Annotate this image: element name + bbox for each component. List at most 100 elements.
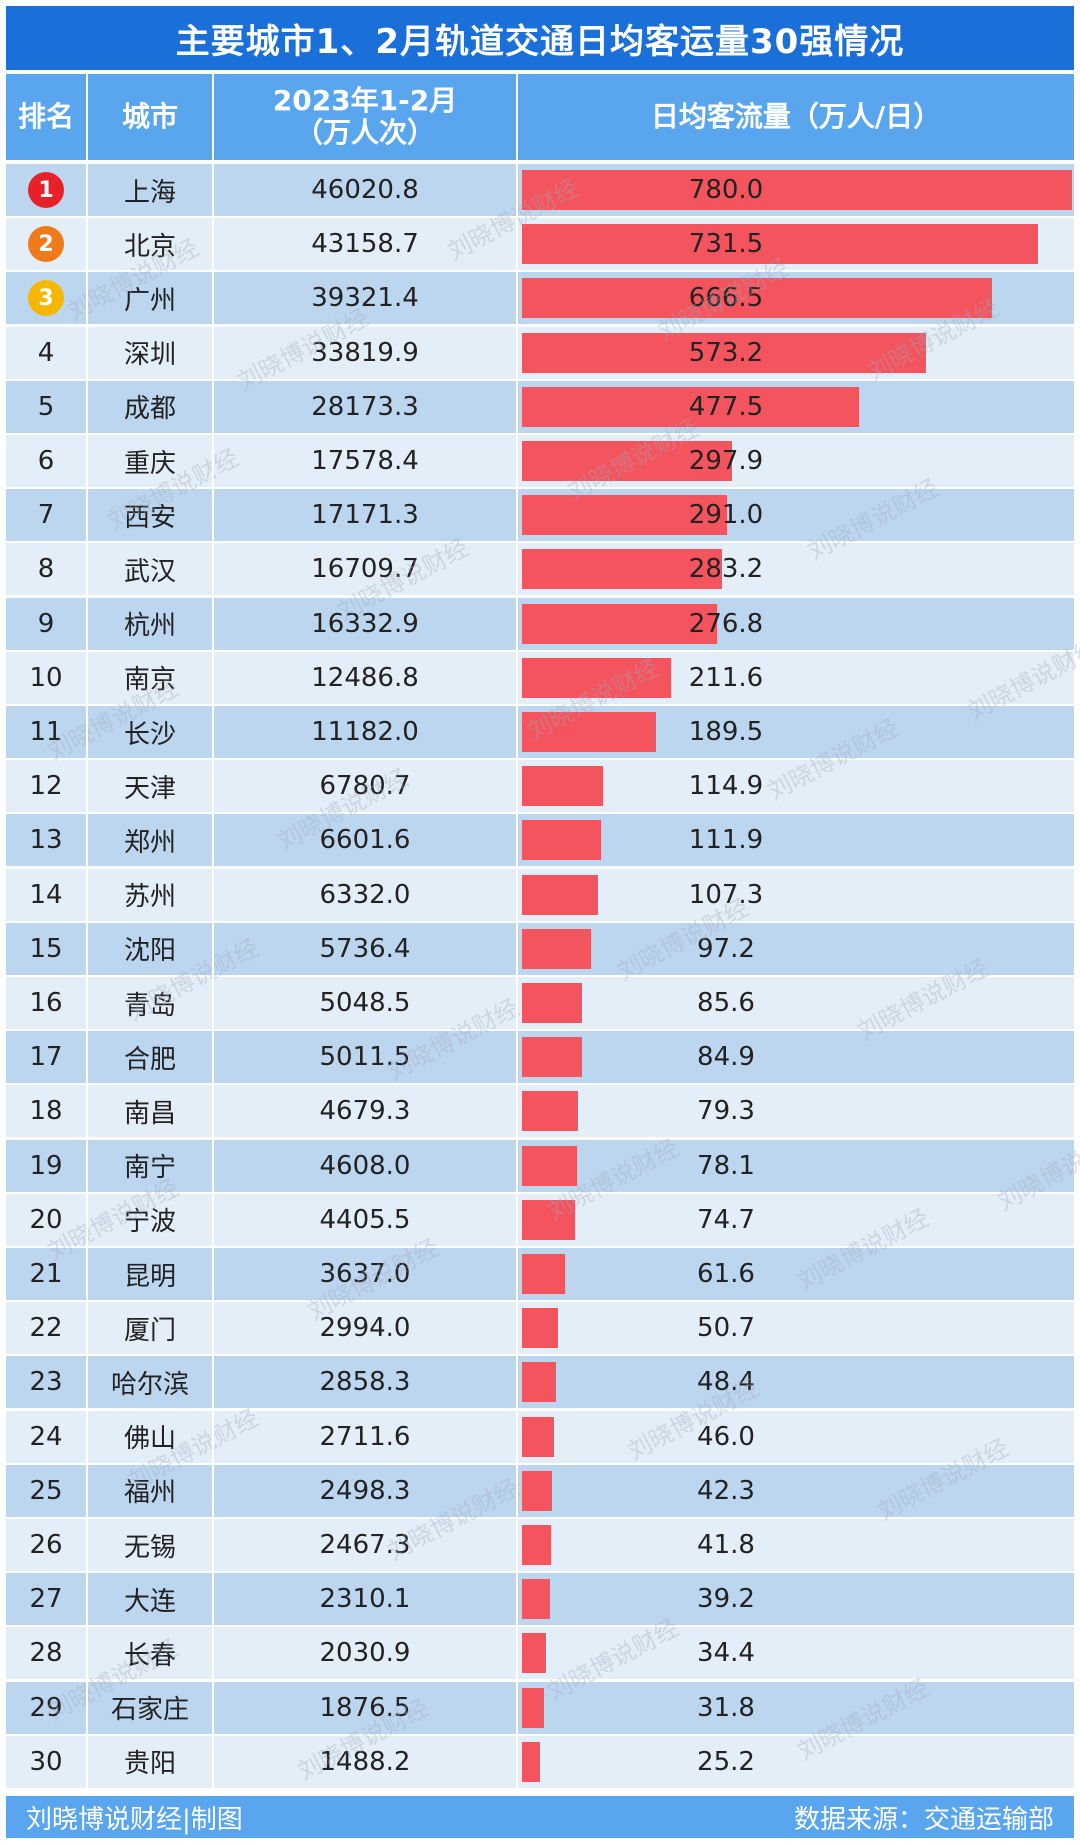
daily-value-label: 276.8 <box>688 608 764 639</box>
daily-bar <box>522 1470 552 1511</box>
daily-value-label: 79.3 <box>697 1096 755 1127</box>
daily-bar <box>522 874 598 915</box>
daily-bar <box>522 820 601 861</box>
table-row: 4 深圳 33819.9 573.2 <box>6 326 1074 379</box>
total-cell: 11182.0 <box>311 717 419 747</box>
daily-bar <box>522 278 992 319</box>
city-cell: 宁波 <box>123 1207 176 1238</box>
table-row: 19 南宁 4608.0 78.1 <box>6 1139 1074 1192</box>
footer-credit: 刘晓博说财经|制图 <box>26 1804 243 1835</box>
table-row: 1 上海 46020.8 780.0 <box>6 164 1074 216</box>
daily-bar <box>522 386 859 427</box>
footer: 刘晓博说财经|制图 数据来源：交通运输部 <box>6 1796 1074 1838</box>
total-cell: 12486.8 <box>311 662 419 693</box>
table-row: 13 郑州 6601.6 111.9 <box>6 814 1074 867</box>
table-row: 10 南京 12486.8 211.6 <box>6 651 1074 704</box>
city-cell: 长春 <box>123 1640 176 1671</box>
total-cell: 39321.4 <box>311 283 419 314</box>
rank-cell: 6 <box>37 446 55 476</box>
city-cell: 南宁 <box>123 1153 176 1184</box>
city-cell: 上海 <box>123 177 176 208</box>
column-divider <box>86 74 88 1790</box>
daily-value-label: 297.9 <box>688 446 764 476</box>
rank-cell: 9 <box>37 608 55 639</box>
daily-bar <box>522 983 583 1023</box>
daily-value-label: 74.7 <box>697 1204 755 1235</box>
total-cell: 2711.6 <box>319 1421 411 1452</box>
rank-cell: 28 <box>29 1638 63 1669</box>
rank-medal-badge: 3 <box>28 280 64 317</box>
city-cell: 大连 <box>123 1586 176 1617</box>
daily-value-label: 61.6 <box>697 1259 755 1289</box>
total-cell: 16332.9 <box>311 608 419 639</box>
total-cell: 6601.6 <box>319 825 411 856</box>
rank-cell: 27 <box>29 1584 63 1615</box>
table-row: 20 宁波 4405.5 74.7 <box>6 1193 1074 1246</box>
rank-cell: 17 <box>29 1042 63 1073</box>
table-row: 14 苏州 6332.0 107.3 <box>6 868 1074 921</box>
daily-value-label: 283.2 <box>688 554 764 585</box>
table-row: 30 贵阳 1488.2 25.2 <box>6 1735 1074 1788</box>
header-city: 城市 <box>121 100 178 133</box>
header-rank: 排名 <box>17 100 74 133</box>
city-cell: 成都 <box>123 394 176 425</box>
city-cell: 无锡 <box>123 1532 176 1563</box>
daily-bar <box>522 1416 555 1457</box>
daily-bar <box>522 1687 545 1728</box>
rank-cell: 15 <box>29 933 63 964</box>
city-cell: 哈尔滨 <box>110 1369 189 1400</box>
total-cell: 6332.0 <box>319 879 411 910</box>
city-cell: 青岛 <box>123 990 176 1021</box>
city-cell: 佛山 <box>123 1424 176 1455</box>
table-row: 26 无锡 2467.3 41.8 <box>6 1519 1074 1571</box>
daily-value-label: 731.5 <box>688 229 764 260</box>
daily-bar <box>522 603 718 644</box>
rank-cell: 10 <box>29 662 63 693</box>
table-row: 16 青岛 5048.5 85.6 <box>6 977 1074 1029</box>
daily-bar <box>522 1199 575 1240</box>
rank-cell: 23 <box>29 1367 63 1398</box>
rank-cell: 1 <box>6 164 86 216</box>
rank-cell: 4 <box>37 337 55 368</box>
total-cell: 17578.4 <box>311 446 419 476</box>
total-cell: 2467.3 <box>319 1530 411 1560</box>
city-cell: 北京 <box>123 231 176 262</box>
table-row: 17 合肥 5011.5 84.9 <box>6 1031 1074 1084</box>
rank-medal-badge: 2 <box>28 226 64 263</box>
daily-value-label: 84.9 <box>697 1042 755 1073</box>
daily-value-label: 25.2 <box>697 1746 755 1777</box>
daily-value-label: 39.2 <box>697 1584 755 1615</box>
daily-bar <box>522 1525 552 1565</box>
city-cell: 深圳 <box>123 340 176 371</box>
city-cell: 武汉 <box>123 556 176 587</box>
city-cell: 沈阳 <box>123 936 176 967</box>
total-cell: 2858.3 <box>319 1367 411 1398</box>
rank-cell: 25 <box>29 1475 63 1506</box>
daily-bar <box>522 1633 547 1674</box>
rank-cell: 19 <box>29 1150 63 1181</box>
rank-cell: 20 <box>29 1204 63 1235</box>
city-cell: 苏州 <box>123 882 176 913</box>
header-total-line1: 2023年1-2月 <box>272 84 458 117</box>
total-cell: 5048.5 <box>319 988 411 1018</box>
rank-cell: 29 <box>29 1692 63 1723</box>
daily-value-label: 189.5 <box>688 717 764 747</box>
daily-value-label: 291.0 <box>688 500 764 531</box>
city-cell: 福州 <box>123 1478 176 1509</box>
total-cell: 1876.5 <box>319 1692 411 1723</box>
table-header: 排名 城市 2023年1-2月 （万人次） 日均客流量（万人/日） <box>6 74 1074 160</box>
daily-bar <box>522 170 1072 210</box>
daily-bar <box>522 1362 557 1403</box>
header-total: 2023年1-2月 （万人次） <box>214 74 516 160</box>
daily-bar <box>522 1308 558 1349</box>
header-total-line2: （万人次） <box>294 116 435 149</box>
total-cell: 33819.9 <box>311 337 419 368</box>
total-cell: 2030.9 <box>319 1638 411 1669</box>
table-row: 18 南昌 4679.3 79.3 <box>6 1085 1074 1138</box>
rank-cell: 2 <box>6 218 86 270</box>
rank-cell: 13 <box>29 825 63 856</box>
rank-cell: 12 <box>29 771 63 802</box>
city-cell: 杭州 <box>123 611 176 642</box>
daily-value-label: 107.3 <box>688 879 764 910</box>
